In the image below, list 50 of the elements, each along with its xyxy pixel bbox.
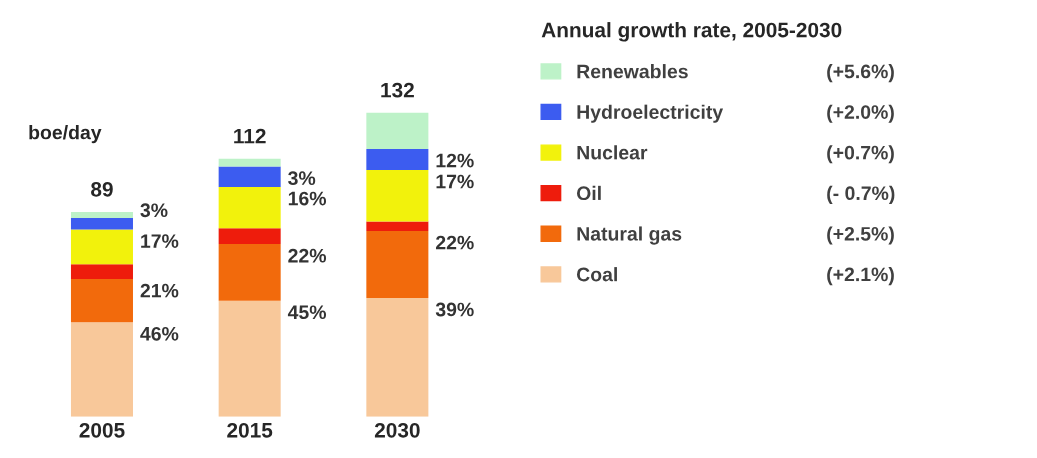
bar <box>70 217 133 230</box>
text: (+0.7%) <box>827 145 894 164</box>
annotation: 17% <box>141 234 179 248</box>
bar <box>218 166 281 187</box>
legend-label: Hydroelectricity <box>577 104 724 123</box>
text: (+2.1%) <box>827 267 894 286</box>
annotation: 132 <box>381 82 414 98</box>
annotation: 22% <box>435 235 474 250</box>
bar <box>366 169 429 222</box>
legend-label: Oil <box>576 185 601 201</box>
annotation: 22% <box>288 248 327 263</box>
annotation: 16% <box>288 191 327 206</box>
bar <box>218 300 281 417</box>
bar <box>218 158 281 167</box>
bar <box>366 297 429 417</box>
annotation: 46% <box>140 326 179 341</box>
annotation: 3% <box>140 203 168 218</box>
legend-label: Renewables <box>577 64 688 79</box>
x-tick-label: 2030 <box>374 422 420 438</box>
bar <box>366 148 429 170</box>
legend-label: Coal <box>576 267 617 282</box>
annotation: 3% <box>288 171 316 186</box>
annotation: 45% <box>287 305 327 320</box>
bar <box>70 211 133 218</box>
legend-label: Nuclear <box>577 145 648 160</box>
annotation: 89 <box>91 181 113 197</box>
bar <box>70 279 133 323</box>
annotation: 17% <box>436 174 474 189</box>
annotation: 21% <box>140 283 179 298</box>
annotation: 112 <box>234 128 266 144</box>
text: (- 0.7%) <box>827 185 895 204</box>
text: (+2.0%) <box>827 104 894 123</box>
x-tick-label: 2015 <box>227 422 273 438</box>
bar <box>366 231 429 298</box>
x-tick-label: 2005 <box>79 422 125 438</box>
bar <box>218 228 281 245</box>
bar <box>366 221 429 232</box>
bar <box>218 186 281 229</box>
annotation: 39% <box>435 302 474 317</box>
bar <box>70 322 133 417</box>
bar <box>70 229 133 265</box>
legend-label: Natural gas <box>577 226 682 245</box>
text: (+5.6%) <box>827 64 894 83</box>
text: (+2.5%) <box>827 226 894 245</box>
bar <box>366 112 429 149</box>
bar <box>218 244 281 301</box>
annotation: 12% <box>436 153 474 168</box>
legend-title: Annual growth rate, 2005-2030 <box>541 22 842 42</box>
bar <box>70 264 133 280</box>
y-axis-title: boe/day <box>29 125 102 144</box>
